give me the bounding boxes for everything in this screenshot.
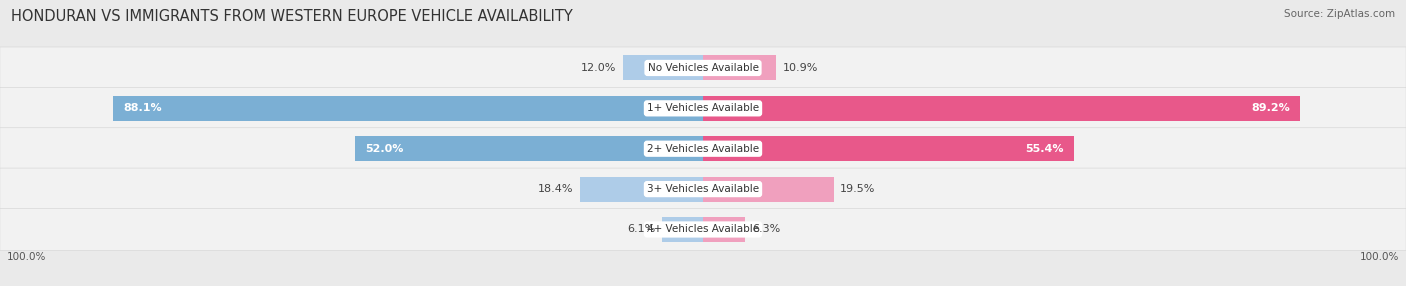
Text: Source: ZipAtlas.com: Source: ZipAtlas.com [1284, 9, 1395, 19]
Text: No Vehicles Available: No Vehicles Available [648, 63, 758, 73]
FancyBboxPatch shape [0, 47, 1406, 89]
FancyBboxPatch shape [0, 168, 1406, 210]
Bar [623, 55, 703, 80]
Bar [662, 217, 703, 242]
Bar [703, 217, 745, 242]
Text: 19.5%: 19.5% [841, 184, 876, 194]
Text: 89.2%: 89.2% [1251, 103, 1291, 113]
Text: 4+ Vehicles Available: 4+ Vehicles Available [647, 225, 759, 235]
Bar [0, 169, 1406, 209]
Bar [703, 176, 834, 202]
Text: 52.0%: 52.0% [366, 144, 404, 154]
Text: HONDURAN VS IMMIGRANTS FROM WESTERN EUROPE VEHICLE AVAILABILITY: HONDURAN VS IMMIGRANTS FROM WESTERN EURO… [11, 9, 574, 23]
FancyBboxPatch shape [0, 128, 1406, 170]
Bar [703, 55, 776, 80]
Text: 12.0%: 12.0% [581, 63, 616, 73]
Bar [579, 176, 703, 202]
Bar [703, 96, 1301, 121]
Bar [703, 136, 1074, 161]
Bar [112, 96, 703, 121]
Bar [0, 48, 1406, 88]
Text: 10.9%: 10.9% [783, 63, 818, 73]
Text: 18.4%: 18.4% [537, 184, 574, 194]
Text: 100.0%: 100.0% [7, 252, 46, 262]
Text: 1+ Vehicles Available: 1+ Vehicles Available [647, 103, 759, 113]
FancyBboxPatch shape [0, 87, 1406, 129]
Text: 55.4%: 55.4% [1025, 144, 1064, 154]
Text: 6.3%: 6.3% [752, 225, 780, 235]
Text: 2+ Vehicles Available: 2+ Vehicles Available [647, 144, 759, 154]
Bar [0, 128, 1406, 169]
FancyBboxPatch shape [0, 208, 1406, 251]
Text: 100.0%: 100.0% [1360, 252, 1399, 262]
Bar [0, 88, 1406, 128]
Text: 6.1%: 6.1% [627, 225, 655, 235]
Bar [0, 209, 1406, 250]
Text: 88.1%: 88.1% [124, 103, 162, 113]
Text: 3+ Vehicles Available: 3+ Vehicles Available [647, 184, 759, 194]
Bar [354, 136, 703, 161]
